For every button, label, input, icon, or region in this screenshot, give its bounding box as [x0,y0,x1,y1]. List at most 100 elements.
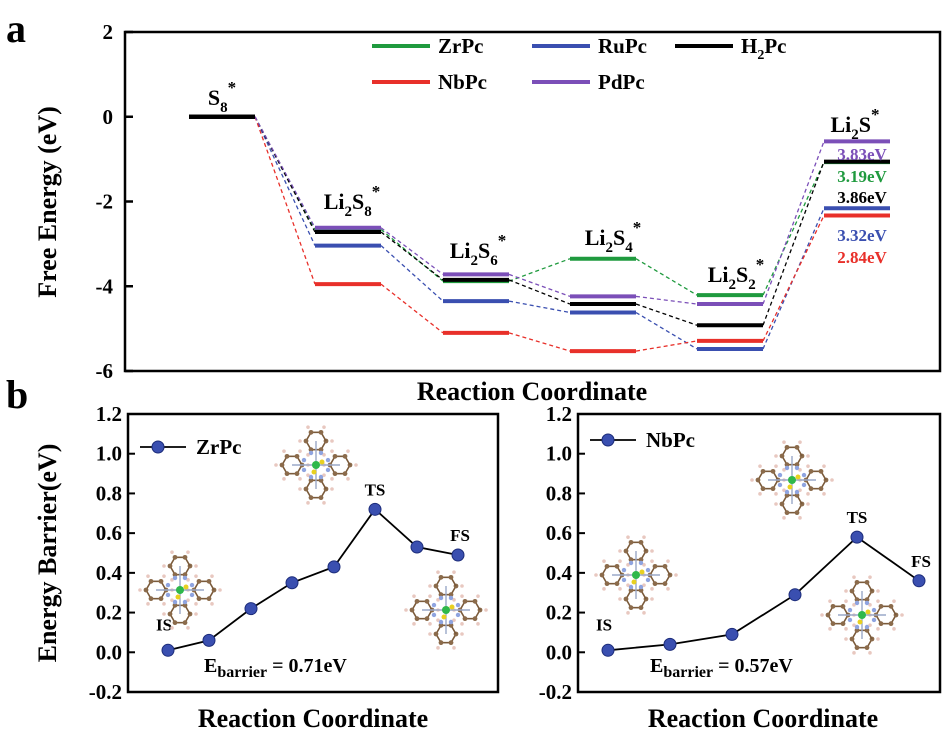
legend-nbpc: NbPc [590,428,695,452]
state-label: Li2S8* [324,182,381,220]
x-axis-title-a: Reaction Coordinate [417,377,647,406]
y-axis-ticks-b2: 1.2 1.0 0.8 0.6 0.4 0.2 0.0 -0.2 [539,402,585,704]
barrier-path [167,507,459,652]
data-point [244,602,258,616]
state-labels: S8* Li2S8* Li2S6* Li2S4* Li2S2* Li2S* [208,78,880,293]
data-point [285,576,299,590]
data-point [850,530,864,544]
phthalocyanine-molecule-icon [750,440,834,520]
data-point [161,643,175,657]
legend-label: ZrPc [196,435,241,459]
is-label: IS [596,615,612,634]
legend-label: ZrPc [438,34,483,58]
connector-line [254,116,316,233]
y-tick-label: 1.2 [96,402,122,426]
state-label: S8* [208,78,236,116]
connector-line [635,303,698,326]
connector-line [635,258,698,296]
connector-line [508,332,571,352]
connector-line [380,227,444,275]
fs-label: FS [911,552,931,571]
connector-line [254,116,316,285]
y-tick-label: 0.0 [546,640,572,664]
molecule-illustrations-zrpc [138,425,488,650]
state-label: Li2S* [830,105,879,143]
y-tick-label: 0.0 [96,640,122,664]
data-point [663,637,677,651]
legend-a: ZrPc RuPc H2Pc NbPc PdPc [372,34,787,94]
legend-swatch-marker [151,440,165,454]
y-tick-label: -6 [96,359,114,383]
plot-frame-b1 [126,412,500,694]
x-axis-title-b2: Reaction Coordinate [648,704,878,733]
barrier-energy-label: Ebarrier = 0.71eV [204,655,347,681]
connector-line [635,340,698,352]
energy-annotations: 3.83eV 3.19eV 3.86eV 3.32eV 2.84eV [837,145,887,267]
y-tick-label: 0 [103,105,114,129]
state-label: Li2S2* [708,255,765,293]
connector-line [508,273,571,298]
energy-annotation: 3.32eV [837,226,887,245]
state-label: Li2S4* [585,218,642,256]
panel-letter-b: b [6,372,28,417]
y-tick-label: -0.2 [539,680,572,704]
energy-annotation: 3.19eV [837,167,887,186]
phthalocyanine-molecule-icon [820,575,904,655]
legend-zrpc: ZrPc [140,435,241,459]
y-tick-label: -0.2 [89,680,122,704]
y-tick-label: 1.2 [546,402,572,426]
y-tick-label: 1.0 [546,442,572,466]
energy-annotation: 3.83eV [837,145,887,164]
data-point [327,560,341,574]
y-tick-label: 0.2 [546,601,572,625]
data-point [202,633,216,647]
phthalocyanine-molecule-icon [404,570,488,650]
legend-label: NbPc [646,428,695,452]
energy-annotation: 2.84eV [837,248,887,267]
data-point [368,502,382,516]
legend-label: PdPc [598,70,645,94]
y-tick-label: 0.2 [96,601,122,625]
connector-line [762,215,825,342]
data-point [788,588,802,602]
y-tick-label: 0.6 [96,521,122,545]
phthalocyanine-molecule-icon [274,425,358,505]
legend-label: NbPc [438,70,487,94]
y-tick-label: 0.4 [546,561,573,585]
data-point [451,548,465,562]
y-tick-label: 1.0 [96,442,122,466]
connector-line [635,295,698,305]
connector-lines [254,116,825,352]
plot-frame-b2 [576,412,942,694]
connector-line [762,141,825,305]
connector-line [762,161,825,326]
phthalocyanine-molecule-icon [138,550,222,630]
nbpc-barrier-chart: 1.2 1.0 0.8 0.6 0.4 0.2 0.0 -0.2 IS TS FS Ebarrier… [539,402,942,733]
x-axis-title-b1: Reaction Coordinate [198,704,428,733]
data-point [601,643,615,657]
barrier-series-nbpc: IS TS FS Ebarrier = 0.57eV [596,508,931,681]
connector-line [508,279,571,305]
y-tick-label: 0.8 [96,481,122,505]
y-tick-label: 0.8 [546,481,572,505]
y-tick-label: -2 [96,190,114,214]
molecule-illustrations-nbpc [594,440,904,655]
legend-swatch-marker [601,433,615,447]
y-tick-label: 0.6 [546,521,572,545]
legend-label: H2Pc [741,34,787,63]
data-point [725,627,739,641]
connector-line [762,161,825,296]
y-tick-label: -4 [96,274,114,298]
zrpc-barrier-chart: 1.2 1.0 0.8 0.6 0.4 0.2 0.0 -0.2 IS TS FS Ebarrier… [33,402,500,733]
state-label: Li2S6* [450,231,507,269]
connector-line [380,231,444,281]
barrier-series-zrpc: IS TS FS Ebarrier = 0.71eV [156,480,470,681]
panel-letter-a: a [6,6,26,51]
y-axis-ticks-b1: 1.2 1.0 0.8 0.6 0.4 0.2 0.0 -0.2 [89,402,135,704]
free-energy-chart: 2 0 -2 -4 -6 S8* Li2S8* Li2S6* Li2S4* Li2S2* Li2S… [33,20,942,406]
y-tick-label: 2 [103,20,114,44]
ts-label: TS [847,508,868,527]
ts-label: TS [365,480,386,499]
data-point [912,574,926,588]
